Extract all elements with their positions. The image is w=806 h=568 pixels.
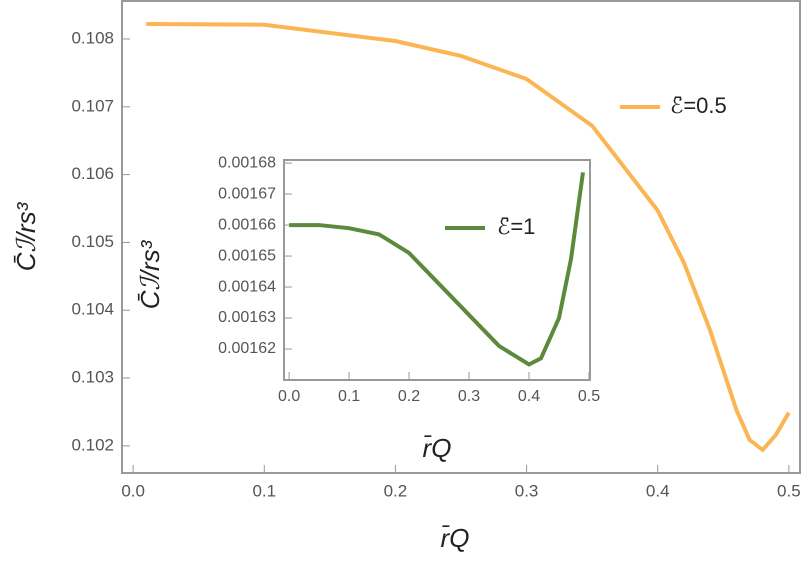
y-tick-label: 0.106 bbox=[71, 164, 114, 183]
y-tick-label: 0.00163 bbox=[218, 309, 276, 326]
y-tick-label: 0.00164 bbox=[218, 278, 276, 295]
x-axis-label: r̄Q bbox=[423, 433, 452, 463]
y-tick-label: 0.103 bbox=[71, 368, 114, 387]
y-tick-label: 0.00166 bbox=[218, 216, 276, 233]
x-tick-label: 0.3 bbox=[458, 388, 480, 405]
plot: 0.0 0.1 0.2 0.3 0.4 0.5 0.102 0.103 0.104 0.105 0.… bbox=[11, 0, 801, 553]
x-tick-label: 0.2 bbox=[398, 388, 420, 405]
y-axis-label: C̄ℐ/rs³ bbox=[135, 239, 165, 309]
x-tick-label: 0.5 bbox=[578, 388, 600, 405]
x-tick-label: 0.0 bbox=[278, 388, 300, 405]
y-tick-label: 0.107 bbox=[71, 96, 114, 115]
y-tick-label: 0.00168 bbox=[218, 154, 276, 171]
plot-frame bbox=[283, 159, 591, 381]
x-tick-label: 0.1 bbox=[338, 388, 360, 405]
x-tick-label: 0.1 bbox=[252, 481, 276, 500]
x-tick-label: 0.4 bbox=[518, 388, 540, 405]
series-line bbox=[146, 22, 791, 453]
plot: 0.0 0.1 0.2 0.3 0.4 0.5 0.00162 0.00163 0.00164 0… bbox=[135, 154, 600, 463]
y-tick-label: 0.102 bbox=[71, 435, 114, 454]
x-tick-label: 0.0 bbox=[121, 481, 145, 500]
y-tick-label: 0.104 bbox=[71, 300, 114, 319]
y-axis-label: C̄ℐ/rs³ bbox=[11, 201, 41, 271]
legend-label: ℰ̄=0.5 bbox=[670, 93, 727, 118]
x-tick-label: 0.5 bbox=[777, 481, 801, 500]
y-tick-label: 0.00165 bbox=[218, 247, 276, 264]
x-tick-label: 0.2 bbox=[384, 481, 408, 500]
series-line bbox=[289, 172, 585, 367]
x-tick-label: 0.3 bbox=[515, 481, 539, 500]
y-tick-label: 0.108 bbox=[71, 28, 114, 47]
legend-label: ℰ̄=1 bbox=[497, 214, 535, 239]
x-axis-label: r̄Q bbox=[441, 523, 470, 553]
y-tick-label: 0.00162 bbox=[218, 340, 276, 357]
x-tick-label: 0.4 bbox=[646, 481, 670, 500]
y-tick-label: 0.105 bbox=[71, 232, 114, 251]
y-tick-label: 0.00167 bbox=[218, 185, 276, 202]
